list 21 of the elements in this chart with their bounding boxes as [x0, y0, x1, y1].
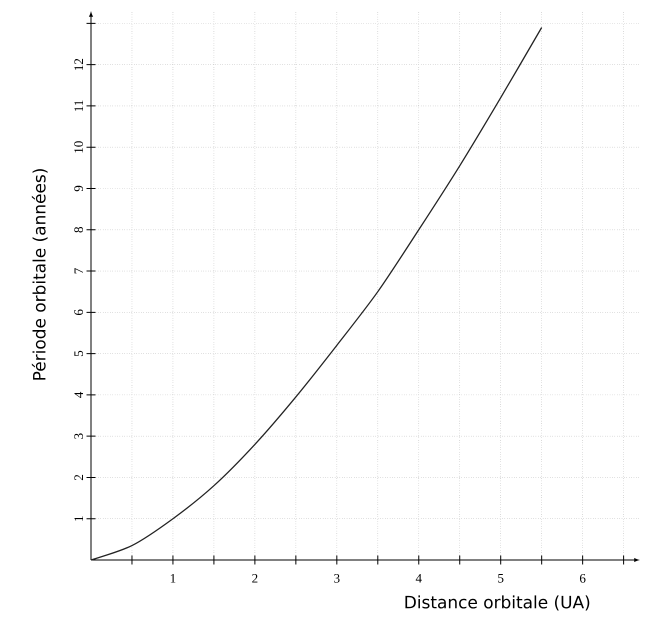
line-series — [90, 26, 542, 561]
x-axis-title: Distance orbitale (UA) — [405, 595, 590, 611]
x-tick-label: 6 — [580, 574, 586, 583]
y-tick-label: 7 — [74, 268, 83, 274]
y-tick-label: 5 — [74, 350, 83, 356]
y-tick-label: 12 — [74, 58, 83, 70]
x-tick-label: 4 — [416, 574, 422, 583]
x-tick-label: 1 — [170, 574, 176, 583]
y-tick-label: 1 — [74, 516, 83, 521]
y-tick-label: 4 — [74, 392, 83, 398]
y-tick-label: 6 — [74, 309, 83, 316]
y-tick-label: 11 — [74, 100, 83, 112]
y-tick-label: 8 — [74, 227, 83, 233]
y-axis-title: Période orbitale (années) — [32, 169, 48, 380]
y-tick-label: 10 — [74, 141, 83, 153]
y-tick-label: 9 — [74, 186, 83, 192]
x-tick-label: 5 — [498, 574, 504, 583]
x-tick-label: 3 — [334, 574, 340, 583]
x-tick-label: 2 — [252, 574, 258, 583]
y-tick-label: 2 — [74, 474, 83, 480]
y-tick-label: 3 — [74, 433, 83, 439]
